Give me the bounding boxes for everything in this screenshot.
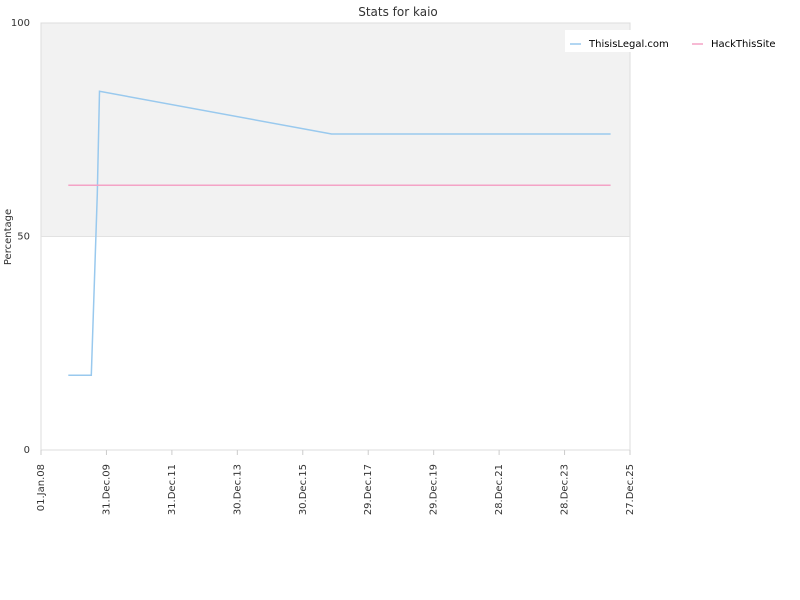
x-tick-label: 30.Dec.15 [298, 464, 309, 515]
y-tick-label: 50 [17, 232, 30, 243]
y-tick-label: 100 [11, 18, 30, 29]
x-tick-label: 28.Dec.23 [560, 464, 571, 515]
x-tick-label: 30.Dec.13 [232, 464, 243, 515]
y-axis-label: Percentage [3, 209, 14, 265]
legend-box [565, 30, 785, 52]
y-tick-label: 0 [24, 445, 30, 456]
shaded-band [41, 23, 630, 237]
x-tick-label: 31.Dec.11 [167, 464, 178, 515]
series-line-0 [68, 90, 611, 377]
x-tick-label: 27.Dec.25 [625, 464, 636, 515]
legend-label: ThisisLegal.com [588, 39, 669, 50]
x-tick-label: 29.Dec.17 [363, 464, 374, 515]
x-tick-label: 01.Jan.08 [36, 464, 47, 511]
legend: ThisisLegal.com HackThisSite [565, 30, 785, 52]
x-tick-label: 28.Dec.21 [494, 464, 505, 515]
legend-label: HackThisSite [711, 39, 776, 50]
x-tick-label: 31.Dec.09 [101, 464, 112, 515]
x-tick-label: 29.Dec.19 [429, 464, 440, 515]
chart-title: Stats for kaio [358, 5, 438, 19]
